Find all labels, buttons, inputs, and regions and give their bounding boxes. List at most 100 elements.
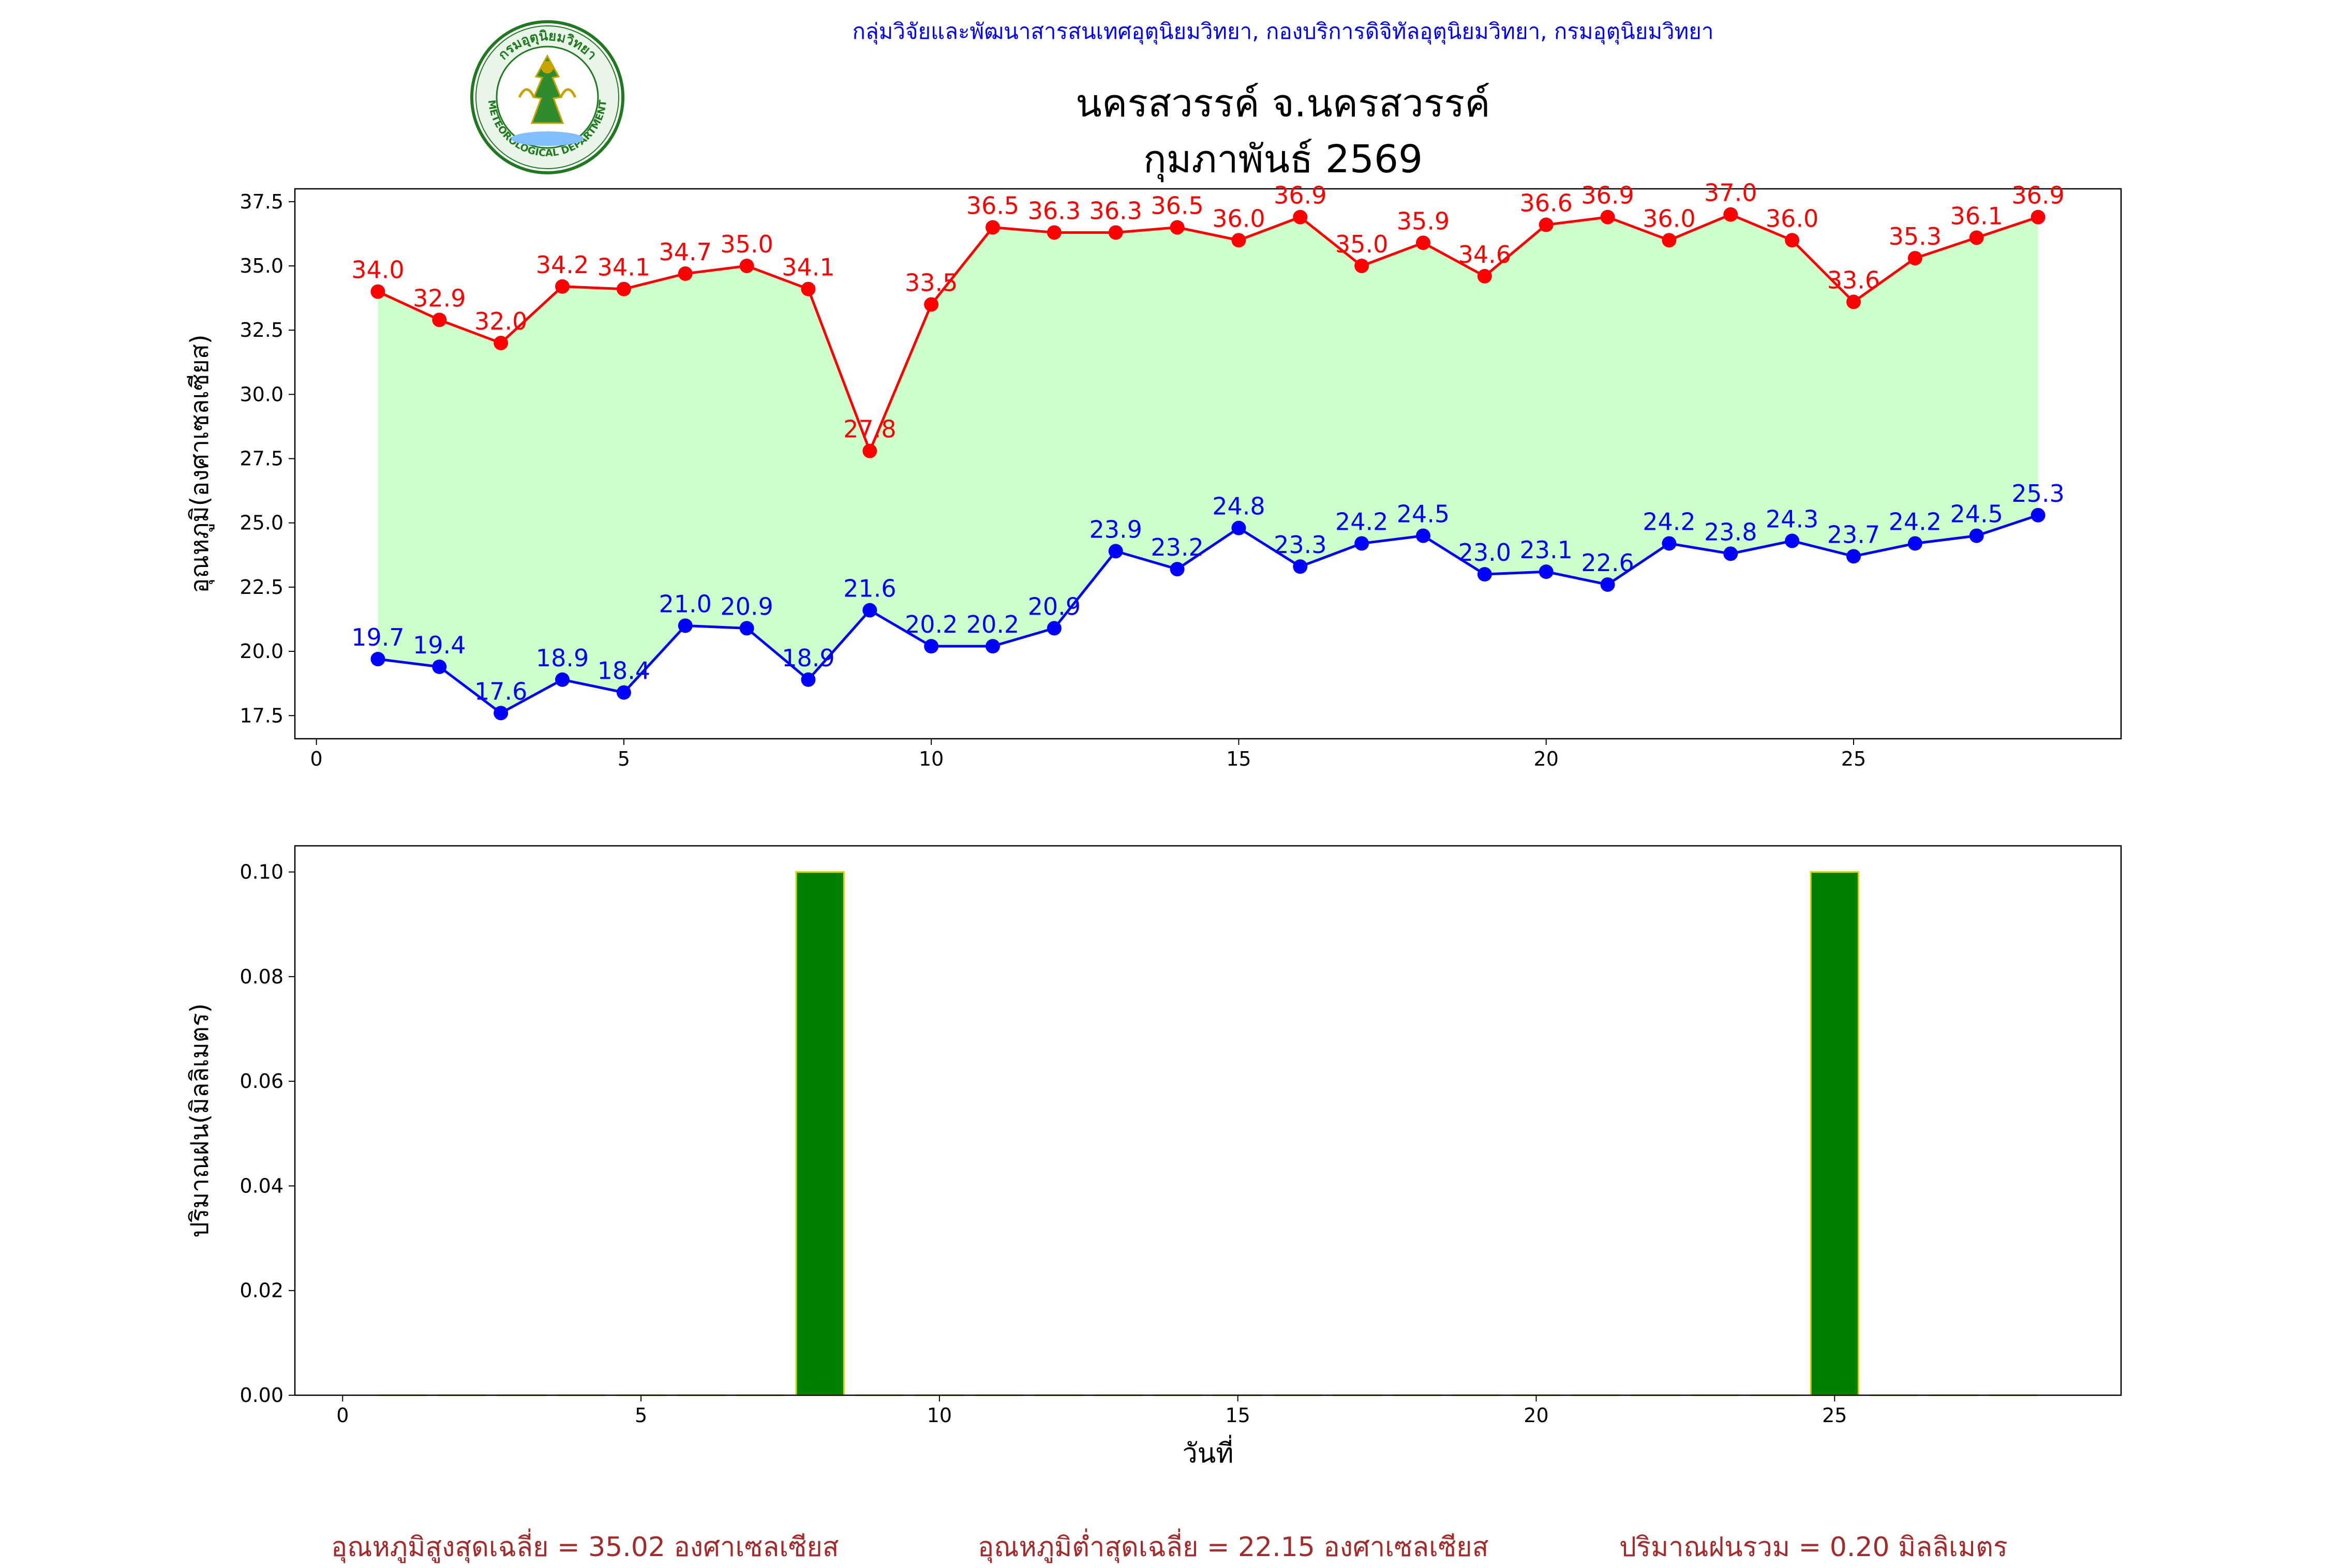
max-temperature-point bbox=[1662, 233, 1676, 247]
max-temperature-point bbox=[1047, 225, 1062, 240]
min-temperature-data-label: 24.2 bbox=[1643, 507, 1695, 535]
min-temperature-data-label: 20.9 bbox=[720, 592, 773, 620]
max-temperature-data-label: 36.0 bbox=[1212, 204, 1265, 232]
max-temperature-data-label: 34.0 bbox=[351, 256, 404, 284]
max-temperature-point bbox=[1601, 210, 1615, 225]
min-temperature-point bbox=[555, 673, 570, 687]
min-temperature-point bbox=[1354, 536, 1369, 550]
min-temperature-data-label: 19.4 bbox=[413, 631, 466, 659]
max-temperature-point bbox=[924, 297, 938, 312]
min-temperature-data-label: 17.6 bbox=[474, 677, 527, 705]
x-tick-label: 25 bbox=[1822, 1404, 1847, 1427]
max-temperature-point bbox=[494, 336, 508, 350]
min-temperature-point bbox=[1908, 536, 1922, 550]
min-temperature-point bbox=[740, 621, 754, 635]
rainfall-bar bbox=[1811, 872, 1858, 1395]
x-tick-label: 0 bbox=[310, 748, 323, 770]
min-temperature-point bbox=[801, 673, 815, 687]
max-temperature-point bbox=[370, 285, 385, 299]
max-temperature-data-label: 35.0 bbox=[720, 230, 773, 258]
min-temperature-point bbox=[1047, 621, 1062, 635]
min-temperature-data-label: 21.0 bbox=[659, 590, 712, 618]
max-temperature-data-label: 34.2 bbox=[536, 251, 589, 279]
max-temperature-data-label: 33.5 bbox=[905, 269, 958, 297]
min-temperature-point bbox=[862, 603, 877, 618]
min-temperature-data-label: 25.3 bbox=[2011, 480, 2064, 507]
min-temperature-data-label: 23.8 bbox=[1704, 518, 1757, 546]
max-temperature-data-label: 35.3 bbox=[1889, 222, 1942, 250]
min-temperature-point bbox=[1846, 549, 1861, 563]
min-temperature-point bbox=[2031, 508, 2046, 522]
min-temperature-data-label: 24.5 bbox=[1397, 500, 1450, 528]
max-temperature-point bbox=[1109, 225, 1123, 240]
y-tick-label: 37.5 bbox=[240, 190, 283, 213]
min-temperature-point bbox=[986, 639, 1000, 653]
max-temperature-point bbox=[740, 259, 754, 273]
min-temperature-data-label: 18.9 bbox=[536, 644, 589, 672]
max-temperature-data-label: 34.7 bbox=[659, 238, 712, 266]
max-temperature-point bbox=[1969, 230, 1984, 245]
min-temperature-data-label: 19.7 bbox=[351, 623, 404, 651]
y-tick-label: 20.0 bbox=[240, 640, 283, 663]
x-tick-label: 15 bbox=[1226, 1404, 1250, 1427]
max-temperature-point bbox=[1293, 210, 1307, 225]
x-axis-label: วันที่ bbox=[1182, 1435, 1233, 1469]
max-temperature-point bbox=[1539, 218, 1554, 232]
min-temperature-point bbox=[1601, 577, 1615, 592]
max-temperature-data-label: 35.9 bbox=[1397, 207, 1450, 235]
min-temperature-point bbox=[1969, 529, 1984, 543]
max-temperature-data-label: 36.6 bbox=[1519, 189, 1572, 217]
max-temperature-data-label: 36.3 bbox=[1028, 197, 1081, 225]
x-tick-label: 5 bbox=[618, 748, 630, 770]
y-axis-label: อุณหภูมิ(องศาเซลเซียส) bbox=[185, 334, 215, 593]
summary-total-rainfall: ปริมาณฝนรวม = 0.20 มิลลิเมตร bbox=[1619, 1525, 2008, 1568]
max-temperature-point bbox=[1723, 207, 1738, 222]
max-temperature-data-label: 33.6 bbox=[1827, 266, 1880, 294]
y-tick-label: 0.06 bbox=[240, 1070, 283, 1093]
min-temperature-point bbox=[1109, 544, 1123, 558]
min-temperature-point bbox=[1785, 534, 1799, 548]
min-temperature-data-label: 24.8 bbox=[1212, 492, 1265, 520]
min-temperature-point bbox=[1723, 546, 1738, 561]
max-temperature-point bbox=[1231, 233, 1246, 247]
max-temperature-point bbox=[1354, 259, 1369, 273]
max-temperature-data-label: 36.5 bbox=[1151, 192, 1203, 220]
max-temperature-data-label: 36.3 bbox=[1090, 197, 1142, 225]
max-temperature-point bbox=[1170, 220, 1185, 235]
max-temperature-point bbox=[555, 279, 570, 294]
y-tick-label: 35.0 bbox=[240, 255, 283, 277]
y-tick-label: 22.5 bbox=[240, 576, 283, 599]
x-tick-label: 20 bbox=[1534, 748, 1559, 770]
min-temperature-point bbox=[1170, 562, 1185, 576]
min-temperature-data-label: 23.7 bbox=[1827, 520, 1880, 548]
max-temperature-point bbox=[1416, 235, 1430, 250]
min-temperature-data-label: 18.9 bbox=[782, 644, 834, 672]
max-temperature-data-label: 36.9 bbox=[1274, 182, 1326, 210]
y-tick-label: 25.0 bbox=[240, 512, 283, 534]
min-temperature-data-label: 23.1 bbox=[1519, 536, 1572, 564]
min-temperature-data-label: 23.2 bbox=[1151, 533, 1203, 561]
y-tick-label: 17.5 bbox=[240, 704, 283, 727]
summary-avg-min-temp: อุณหภูมิต่ำสุดเฉลี่ย = 22.15 องศาเซลเซีย… bbox=[978, 1525, 1488, 1568]
max-temperature-point bbox=[1478, 269, 1492, 283]
max-temperature-data-label: 36.9 bbox=[1581, 182, 1634, 210]
min-temperature-point bbox=[617, 685, 631, 700]
min-temperature-point bbox=[924, 639, 938, 653]
max-temperature-data-label: 36.1 bbox=[1950, 202, 2003, 230]
min-temperature-data-label: 23.0 bbox=[1458, 539, 1511, 566]
x-tick-label: 25 bbox=[1841, 748, 1866, 770]
min-temperature-data-label: 24.2 bbox=[1335, 507, 1388, 535]
y-tick-label: 0.08 bbox=[240, 965, 283, 988]
max-temperature-data-label: 36.9 bbox=[2011, 182, 2064, 210]
min-temperature-data-label: 18.4 bbox=[598, 657, 650, 685]
min-temperature-point bbox=[678, 618, 693, 633]
y-tick-label: 30.0 bbox=[240, 383, 283, 406]
max-temperature-data-label: 34.1 bbox=[782, 253, 834, 281]
x-tick-label: 5 bbox=[635, 1404, 647, 1427]
min-temperature-point bbox=[1662, 536, 1676, 550]
min-temperature-point bbox=[494, 706, 508, 720]
